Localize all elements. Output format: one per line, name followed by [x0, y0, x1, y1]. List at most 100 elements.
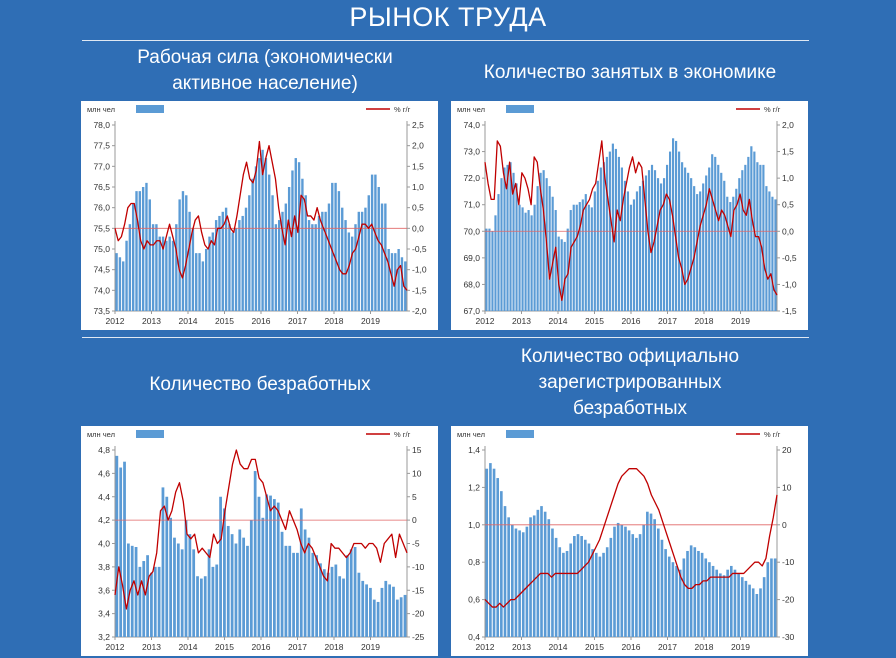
year-label: 2016 — [622, 316, 641, 326]
left-tick-label: 74,0 — [93, 285, 110, 295]
bar — [314, 224, 317, 311]
left-tick-label: 3,8 — [98, 562, 110, 572]
bar — [687, 172, 690, 311]
bar — [118, 257, 122, 311]
bar — [365, 584, 368, 637]
bar — [115, 455, 119, 637]
bar — [496, 478, 500, 637]
bar — [602, 552, 605, 637]
left-tick-label: 68,0 — [463, 279, 480, 289]
legend-line-label: % г/г — [394, 105, 411, 114]
bar — [715, 569, 719, 637]
bar — [347, 232, 351, 311]
right-tick-label: -1,5 — [412, 285, 427, 295]
yoy-line — [484, 468, 778, 608]
bar — [311, 552, 315, 637]
bar — [307, 220, 311, 311]
year-label: 2014 — [179, 316, 198, 326]
bar — [196, 576, 199, 637]
right-tick-label: 0,0 — [412, 223, 424, 233]
bar — [153, 566, 157, 637]
right-tick-label: 0 — [782, 520, 787, 530]
bar — [500, 178, 503, 311]
bar — [573, 536, 576, 637]
year-label: 2017 — [658, 316, 677, 326]
bar — [649, 513, 653, 637]
bar — [689, 545, 693, 637]
bar — [627, 530, 631, 637]
bar — [525, 526, 529, 637]
left-tick-label: 4,4 — [98, 492, 110, 502]
left-tick-label: 1,4 — [468, 445, 480, 455]
bar — [711, 154, 714, 311]
bar — [387, 249, 390, 311]
bar — [399, 597, 403, 637]
year-label: 2019 — [731, 642, 750, 652]
chart-svg: 0,4 0,6 0,8 1,0 1,2 1,4 -30 -20 -10 0 10 20 2012 2013… — [457, 430, 795, 652]
bar — [629, 204, 633, 311]
bar — [696, 194, 699, 311]
legend-bars-swatch — [136, 430, 164, 438]
bar — [521, 207, 524, 311]
bar — [277, 220, 281, 311]
bar — [735, 188, 738, 311]
legend-bars-label: млн чел — [457, 430, 485, 439]
bar — [203, 576, 207, 637]
bar — [176, 543, 180, 637]
bar — [126, 543, 130, 637]
bar — [269, 495, 272, 637]
bar — [605, 547, 609, 637]
bar — [258, 158, 261, 311]
bar — [128, 224, 132, 311]
bar — [768, 191, 771, 311]
bar — [617, 156, 620, 311]
year-label: 2015 — [215, 316, 234, 326]
bar — [593, 191, 596, 311]
bar — [532, 515, 536, 637]
bar — [635, 191, 639, 311]
bar — [268, 174, 271, 311]
bar — [301, 178, 304, 311]
bar — [334, 564, 338, 637]
bar — [675, 565, 678, 637]
bar — [304, 195, 307, 311]
bar — [315, 555, 319, 637]
left-tick-label: 3,4 — [98, 609, 110, 619]
bar — [562, 552, 565, 637]
bar — [726, 196, 729, 311]
bar — [317, 215, 321, 311]
bar — [693, 186, 696, 311]
bar — [122, 261, 125, 311]
bar — [548, 186, 551, 311]
bar — [485, 468, 489, 637]
bar — [748, 584, 751, 637]
bar — [638, 186, 642, 311]
bar — [191, 228, 195, 311]
bar — [211, 566, 215, 637]
bar — [565, 550, 569, 637]
bar — [181, 191, 185, 311]
bar — [271, 195, 274, 311]
bar — [397, 249, 400, 311]
panel-title-employed: Количество занятых в экономике — [483, 62, 777, 83]
bar — [653, 519, 656, 637]
bar — [334, 182, 337, 311]
chart-employed: 67,0 68,0 69,0 70,0 71,0 72,0 73,0 74,0 -1,5 -1,0… — [451, 101, 808, 330]
bar — [759, 588, 762, 637]
bar — [265, 494, 269, 637]
legend-bars-swatch — [506, 105, 534, 113]
legend-bars-swatch — [136, 105, 164, 113]
bar — [551, 528, 554, 637]
bar — [331, 182, 334, 311]
bar — [714, 156, 717, 311]
bar — [338, 576, 342, 637]
bar — [287, 187, 291, 311]
bar — [540, 506, 543, 637]
bar — [506, 164, 509, 311]
bar — [708, 167, 711, 311]
right-tick-label: 2,0 — [782, 120, 794, 130]
legend-line-label: % г/г — [764, 105, 781, 114]
bar — [330, 566, 334, 637]
year-label: 2019 — [361, 642, 380, 652]
bar — [192, 549, 196, 637]
